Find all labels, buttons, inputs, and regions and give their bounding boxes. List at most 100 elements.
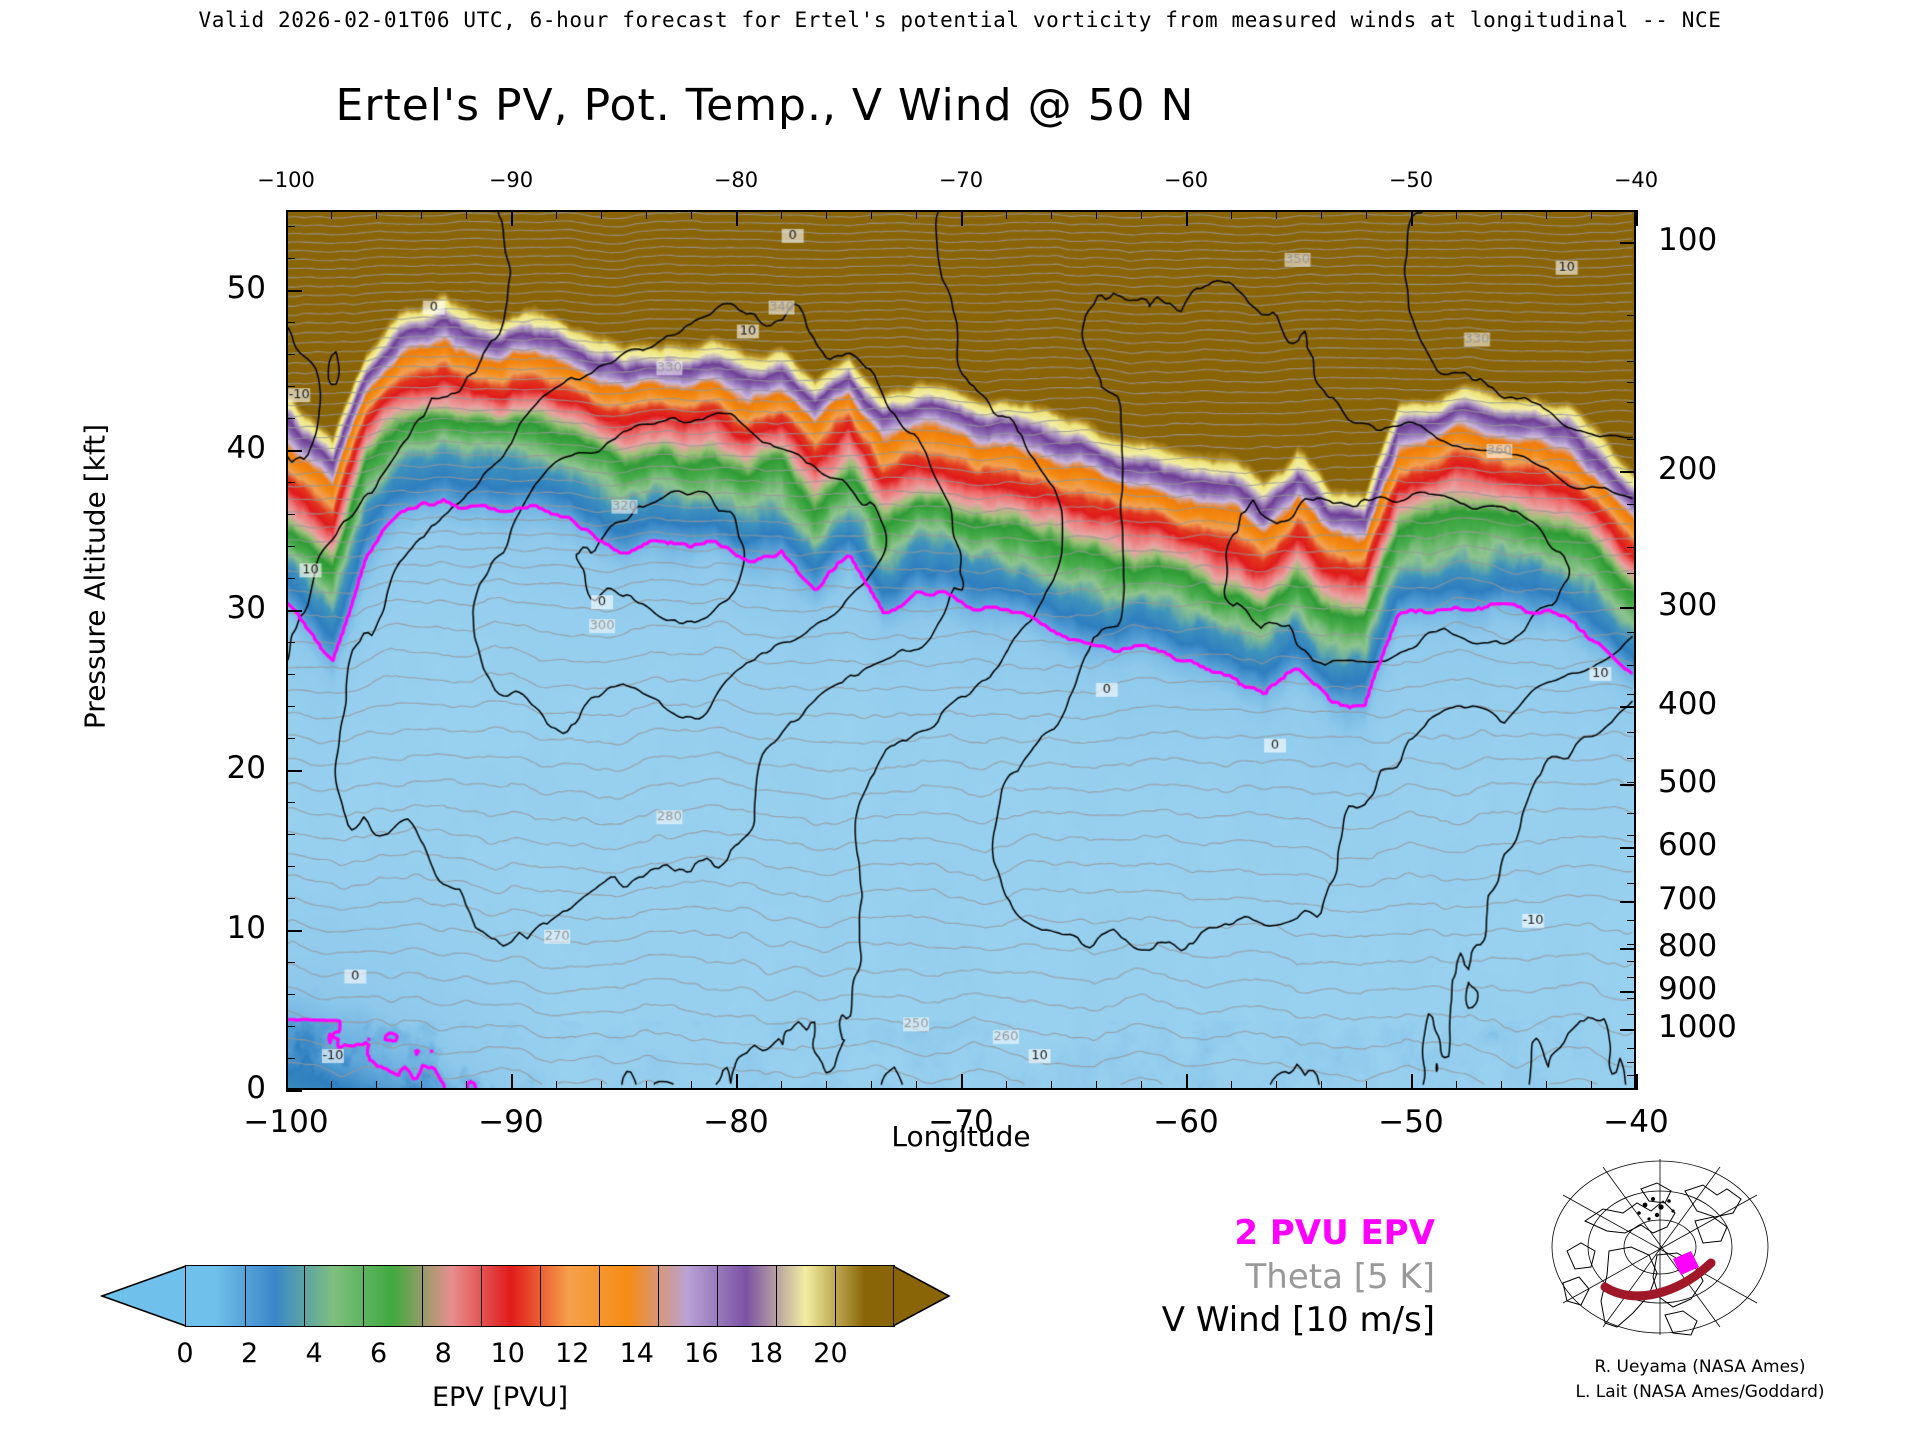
y-tick-label-right: 200 [1658, 450, 1718, 487]
y-tick-minor-right [1627, 856, 1636, 858]
y-tick-minor-right [1627, 1013, 1636, 1015]
y-tick-minor-left [286, 1026, 295, 1027]
x-tick-minor-top [466, 210, 467, 219]
y-tick-label-left: 40 [226, 430, 266, 466]
x-tick-top [1636, 210, 1638, 226]
legend: 2 PVU EPV Theta [5 K] V Wind [10 m/s] [1005, 1212, 1435, 1343]
credit-line-2: L. Lait (NASA Ames/Goddard) [1575, 1381, 1825, 1402]
x-tick-label-top: −70 [938, 168, 984, 192]
x-tick-minor-top [376, 210, 377, 219]
y-tick-minor-left [286, 642, 295, 643]
colorbar-tick-label: 14 [619, 1338, 654, 1369]
y-tick-label-right: 400 [1658, 686, 1718, 722]
x-tick-minor-top [1321, 210, 1322, 219]
x-tick-minor-top [781, 210, 782, 219]
y-tick-label-right: 700 [1658, 881, 1718, 918]
colorbar-band-divider [304, 1266, 305, 1326]
x-tick-minor-top [1276, 210, 1277, 219]
colorbar-tick-label: 10 [490, 1338, 525, 1369]
y-tick-label-right: 1000 [1658, 1009, 1737, 1046]
y-tick-minor-right [1627, 632, 1636, 634]
x-tick-minor-bottom [1006, 1081, 1007, 1090]
y-tick-right [1620, 990, 1636, 993]
colorbar-axis-label: EPV [PVU] [432, 1382, 568, 1413]
colorbar-tick-labels: 0 2 4 6 8 10 12 14 16 18 20 [100, 1338, 900, 1372]
colorbar-tick-label: 18 [748, 1338, 784, 1369]
credit-line-1: R. Ueyama (NASA Ames) [1594, 1357, 1806, 1377]
y-tick-minor-left [286, 482, 295, 483]
y-tick-minor-right [1627, 664, 1636, 666]
y-tick-minor-right [1627, 438, 1636, 440]
y-tick-minor-right [1627, 757, 1636, 759]
x-tick-minor-bottom [1276, 1081, 1277, 1090]
x-tick-minor-bottom [1456, 1081, 1457, 1090]
x-tick-label-top: −60 [1163, 168, 1209, 192]
x-tick-minor-top [826, 210, 827, 219]
x-tick-label-top: −80 [713, 168, 759, 192]
colorbar-tick-label: 4 [305, 1338, 323, 1369]
colorbar-band-divider [481, 1266, 482, 1326]
y-tick-minor-left [286, 706, 295, 707]
x-tick-label-bottom: −40 [1603, 1104, 1669, 1140]
x-tick-label-top: −90 [488, 168, 534, 192]
y-tick-minor-right [1627, 504, 1636, 506]
colorbar-tick-label: 20 [813, 1338, 848, 1369]
x-tick-minor-top [1456, 210, 1457, 219]
y-tick-minor-left [286, 898, 295, 899]
colorbar-band-divider [717, 1266, 718, 1326]
y-tick-minor-left [286, 226, 295, 227]
x-tick-minor-top [1141, 210, 1142, 219]
y-tick-label-left: 30 [226, 590, 266, 626]
y-tick-minor-right [1627, 943, 1636, 945]
x-tick-top [961, 210, 963, 226]
y-tick-left [286, 770, 302, 772]
y-tick-minor-left [286, 386, 295, 387]
x-tick-bottom [736, 1074, 738, 1090]
x-tick-minor-bottom [376, 1081, 377, 1090]
x-tick-label-bottom: −100 [243, 1104, 329, 1140]
x-tick-minor-bottom [781, 1081, 782, 1090]
y-tick-minor-right [1627, 360, 1636, 362]
legend-item-vwind: V Wind [10 m/s] [1161, 1300, 1435, 1341]
y-tick-minor-left [286, 738, 295, 739]
x-tick-top [736, 210, 738, 226]
x-tick-minor-bottom [1366, 1081, 1367, 1090]
y-tick-minor-left [286, 834, 295, 835]
x-tick-top [1411, 210, 1413, 226]
colorbar-low-extend-arrow [100, 1265, 186, 1327]
x-tick-label-bottom: −50 [1378, 1104, 1444, 1140]
y-tick-left [286, 290, 302, 292]
y-tick-minor-left [286, 546, 295, 547]
y-tick-label-right: 600 [1658, 826, 1718, 863]
cross-section-marker [1673, 1251, 1699, 1275]
y-tick-minor-left [286, 354, 295, 355]
colorbar-band-divider [658, 1266, 659, 1326]
colorbar-high-extend-arrow [893, 1265, 951, 1327]
x-tick-minor-bottom [691, 1081, 692, 1090]
x-tick-minor-bottom [1096, 1081, 1097, 1090]
x-tick-minor-top [871, 210, 872, 219]
x-axis-label: Longitude [891, 1120, 1031, 1153]
y-tick-minor-right [1627, 546, 1636, 548]
legend-item-epv: 2 PVU EPV [1234, 1213, 1435, 1253]
cross-section-track [1600, 1258, 1716, 1301]
y-tick-minor-left [286, 802, 295, 803]
x-tick-label-bottom: −70 [928, 1104, 994, 1140]
y-tick-left [286, 1090, 302, 1092]
x-tick-bottom [286, 1074, 288, 1090]
x-tick-minor-bottom [1321, 1081, 1322, 1090]
y-tick-minor-right [1627, 998, 1636, 1000]
y-tick-minor-left [286, 514, 295, 515]
x-tick-minor-top [1591, 210, 1592, 219]
x-tick-top [1186, 210, 1188, 226]
x-tick-minor-bottom [1051, 1081, 1052, 1090]
colorbar-tick-label: 0 [176, 1338, 194, 1369]
x-tick-minor-bottom [331, 1081, 332, 1090]
y-tick-left [286, 450, 302, 452]
x-tick-minor-bottom [1231, 1081, 1232, 1090]
x-tick-minor-top [916, 210, 917, 219]
x-tick-minor-bottom [556, 1081, 557, 1090]
x-tick-label-bottom: −90 [478, 1104, 544, 1140]
colorbar-gradient [185, 1265, 895, 1327]
y-tick-right [1620, 470, 1636, 473]
